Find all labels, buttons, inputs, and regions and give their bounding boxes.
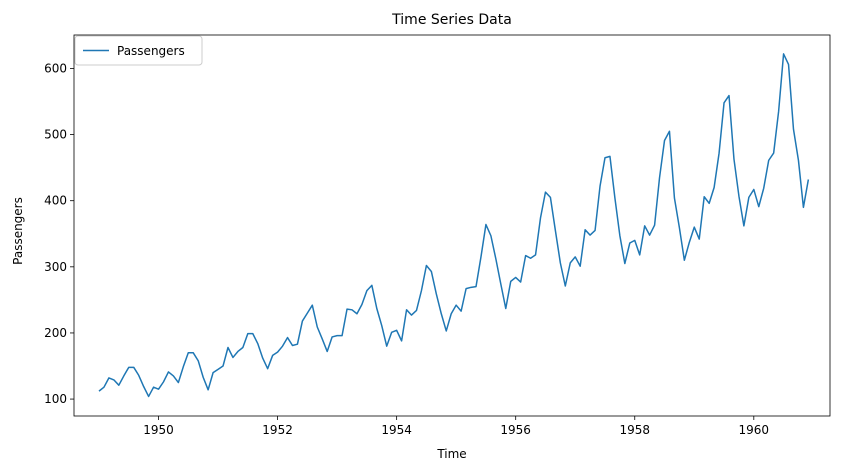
y-tick-label: 200: [44, 326, 67, 340]
axes-frame: [73, 34, 831, 417]
x-tick-label: 1950: [143, 423, 174, 437]
y-tick-label: 500: [44, 128, 67, 142]
x-axis-label: Time: [436, 447, 466, 461]
legend-box: [74, 35, 203, 66]
x-tick-label: 1952: [262, 423, 293, 437]
plot-area: [98, 53, 810, 398]
x-tick-label: 1958: [619, 423, 650, 437]
x-tick-label: 1960: [739, 423, 770, 437]
y-tick-label: 100: [44, 392, 67, 406]
series-line-passengers: [98, 53, 810, 398]
y-tick-label: 300: [44, 260, 67, 274]
x-tick-label: 1956: [500, 423, 531, 437]
y-tick-label: 400: [44, 194, 67, 208]
y-axis-label: Passengers: [11, 197, 25, 265]
axes: 1950 1952 1954 1956 1958 1960 100 200 300 400 500 6…: [44, 34, 831, 437]
chart-title: Time Series Data: [391, 12, 512, 28]
y-tick-label: 600: [44, 61, 67, 75]
x-tick-label: 1954: [381, 423, 412, 437]
legend-entry-passengers: Passengers: [117, 44, 185, 58]
legend: Passengers: [74, 35, 203, 66]
